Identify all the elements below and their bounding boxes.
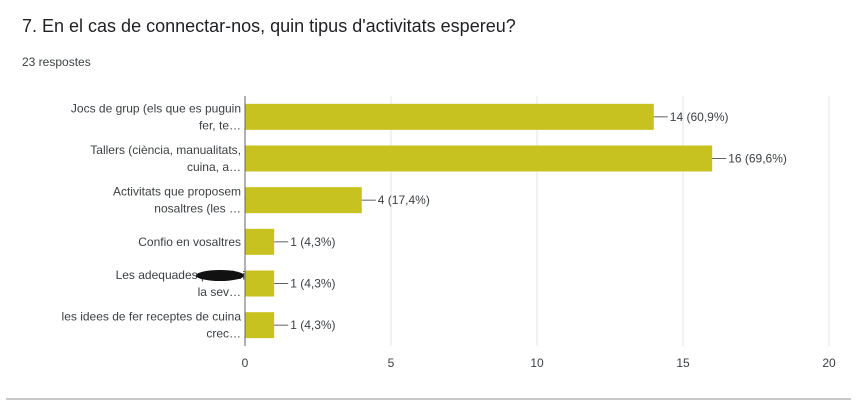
category-label: cuina, a…	[187, 160, 241, 174]
data-label: 4 (17,4%)	[378, 193, 430, 207]
category-label: Jocs de grup (els que es puguin	[71, 101, 241, 115]
response-count: 23 respostes	[22, 55, 91, 69]
category-label: Activitats que proposem	[113, 185, 241, 199]
category-label: nosaltres (les …	[154, 202, 241, 216]
bar	[245, 312, 275, 339]
question-title: 7. En el cas de connectar-nos, quin tipu…	[22, 16, 516, 36]
bar	[245, 187, 362, 214]
x-tick-label: 0	[242, 356, 249, 370]
data-label: 14 (60,9%)	[670, 110, 729, 124]
category-label: les idees de fer receptes de cuina	[62, 310, 242, 324]
bar-chart: 0 5 10 15 20 Jocs de grup (els que es puguin f…	[62, 96, 836, 370]
data-label: 1 (4,3%)	[290, 235, 335, 249]
bar	[245, 145, 713, 172]
bar	[245, 103, 654, 130]
x-tick-label: 5	[388, 356, 395, 370]
category-label: Confio en vosaltres	[138, 235, 241, 249]
category-label: crec…	[206, 327, 241, 341]
data-label: 1 (4,3%)	[290, 277, 335, 291]
bar	[245, 270, 275, 297]
x-tick-label: 15	[676, 356, 690, 370]
x-tick-label: 20	[822, 356, 836, 370]
category-label: la sev…	[198, 285, 241, 299]
category-label-fragment: i	[242, 269, 245, 283]
category-label: fer, te…	[199, 118, 241, 132]
category-label: Tallers (ciència, manualitats,	[90, 143, 241, 157]
data-label: 1 (4,3%)	[290, 318, 335, 332]
chart-card: 0 5 10 15 20 Jocs de grup (els que es puguin f…	[6, 88, 851, 388]
divider	[6, 398, 851, 400]
data-label: 16 (69,6%)	[728, 152, 787, 166]
x-tick-label: 10	[530, 356, 544, 370]
redaction-mark	[196, 270, 244, 281]
bar	[245, 228, 275, 255]
